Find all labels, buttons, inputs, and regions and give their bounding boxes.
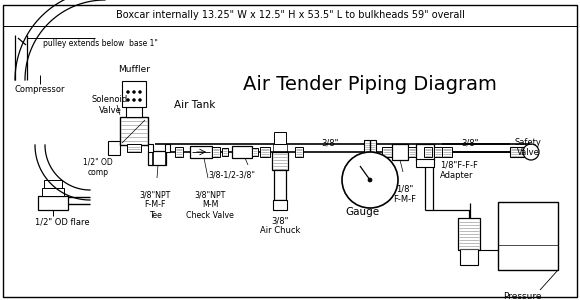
Bar xyxy=(460,249,478,265)
Bar xyxy=(108,141,120,155)
Bar xyxy=(120,117,148,145)
Text: 3/8": 3/8" xyxy=(461,138,478,147)
Bar xyxy=(392,144,408,160)
Bar xyxy=(434,147,442,157)
Text: 3/8-1/2-3/8": 3/8-1/2-3/8" xyxy=(208,170,255,179)
Text: 3/8"
Air Chuck: 3/8" Air Chuck xyxy=(260,216,300,236)
Bar xyxy=(272,152,288,170)
Bar xyxy=(148,144,153,152)
Bar xyxy=(273,200,287,210)
Bar xyxy=(260,147,270,157)
Text: Air Tender Piping Diagram: Air Tender Piping Diagram xyxy=(243,76,497,94)
Text: pulley extends below  base 1": pulley extends below base 1" xyxy=(42,38,157,47)
Circle shape xyxy=(126,98,129,101)
Circle shape xyxy=(132,98,136,101)
Text: Pressure
Switch: Pressure Switch xyxy=(503,292,541,300)
Bar xyxy=(126,107,142,117)
Circle shape xyxy=(139,98,142,101)
Text: 3/8"NPT
M-M
Check Valve: 3/8"NPT M-M Check Valve xyxy=(186,190,234,220)
Bar xyxy=(127,144,141,152)
Bar xyxy=(165,144,170,152)
Bar xyxy=(364,140,376,152)
Bar xyxy=(222,148,228,156)
Text: Boxcar internally 13.25" W x 12.5" H x 53.5" L to bulkheads 59" overall: Boxcar internally 13.25" W x 12.5" H x 5… xyxy=(115,10,465,20)
Bar xyxy=(382,147,392,157)
Text: Air Tank: Air Tank xyxy=(175,100,216,110)
Text: 3/8": 3/8" xyxy=(321,138,339,147)
Bar xyxy=(122,81,146,107)
Bar xyxy=(232,146,252,158)
Text: 1/2" OD
comp: 1/2" OD comp xyxy=(83,157,113,177)
Bar xyxy=(510,147,524,157)
Bar xyxy=(408,147,416,157)
Text: 1/2" OD flare: 1/2" OD flare xyxy=(35,218,89,226)
Circle shape xyxy=(368,178,372,182)
Text: Compressor: Compressor xyxy=(14,85,65,94)
Text: 1/8"F-F-F
Adapter: 1/8"F-F-F Adapter xyxy=(440,160,478,180)
Bar xyxy=(498,202,558,270)
Bar xyxy=(190,146,212,158)
Bar xyxy=(175,147,183,157)
Bar xyxy=(42,188,64,196)
Bar xyxy=(274,170,286,200)
Text: Gauge: Gauge xyxy=(345,207,379,217)
Bar xyxy=(274,132,286,144)
Bar xyxy=(424,147,432,157)
Bar xyxy=(44,180,62,188)
Bar xyxy=(252,148,258,156)
Text: 3/8"NPT
F-M-F
Tee: 3/8"NPT F-M-F Tee xyxy=(139,190,171,220)
Bar xyxy=(295,147,303,157)
Text: 1/8"
F-M-F: 1/8" F-M-F xyxy=(393,185,416,204)
Text: Muffler: Muffler xyxy=(118,65,150,74)
Bar xyxy=(148,151,166,165)
Bar xyxy=(212,147,220,157)
Circle shape xyxy=(523,144,539,160)
Bar xyxy=(416,159,434,167)
Text: Solenoid
Valve: Solenoid Valve xyxy=(92,95,128,115)
Circle shape xyxy=(139,91,142,94)
Circle shape xyxy=(132,91,136,94)
Bar xyxy=(458,218,480,250)
Bar xyxy=(38,196,68,210)
Circle shape xyxy=(342,152,398,208)
Circle shape xyxy=(126,91,129,94)
Bar xyxy=(442,147,452,157)
Bar xyxy=(416,144,434,160)
Text: Safety
Valve: Safety Valve xyxy=(514,138,542,158)
